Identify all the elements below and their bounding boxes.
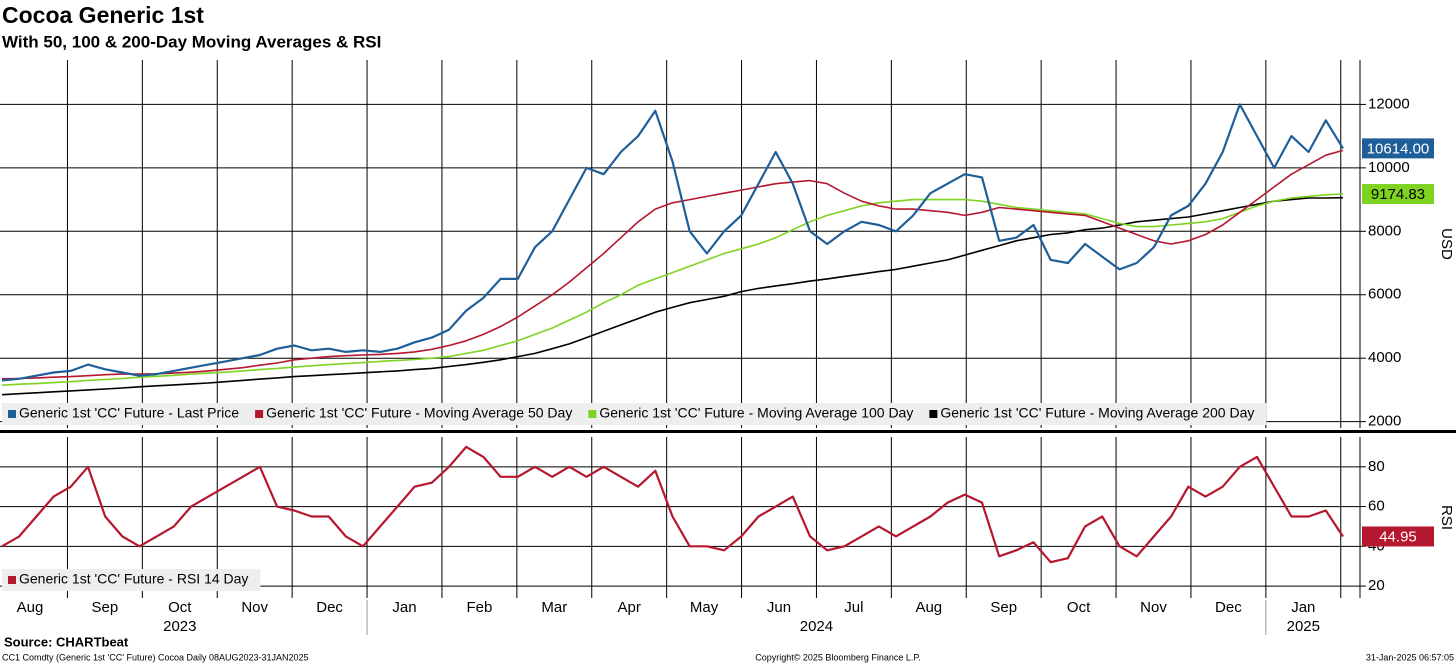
legend-label: Generic 1st 'CC' Future - Moving Average… <box>599 405 913 421</box>
y-tick-label: 10000 <box>1368 159 1410 176</box>
x-tick-label: Mar <box>541 599 567 616</box>
chart-subtitle: With 50, 100 & 200-Day Moving Averages &… <box>2 32 381 51</box>
year-label: 2025 <box>1287 618 1320 635</box>
legend-swatch <box>8 576 16 584</box>
last-value-box <box>1362 138 1434 159</box>
x-tick-label: Oct <box>168 599 192 616</box>
y-tick-label: 6000 <box>1368 286 1401 303</box>
year-label: 2023 <box>163 618 196 635</box>
legend: Generic 1st 'CC' Future - Last Price Gene… <box>2 403 1267 425</box>
x-tick-label: Jul <box>844 599 863 616</box>
year-label: 2024 <box>800 618 833 635</box>
legend-swatch <box>255 410 264 418</box>
legend-bg <box>2 403 1267 425</box>
legend-label: Generic 1st 'CC' Future - Moving Average… <box>940 405 1254 421</box>
y-tick-label: 60 <box>1368 498 1385 515</box>
last-value-box <box>1362 184 1434 205</box>
legend-label: Generic 1st 'CC' Future - Last Price <box>19 405 239 421</box>
x-tick-label: Aug <box>915 599 942 616</box>
x-tick-label: Jan <box>1291 599 1315 616</box>
x-tick-label: Nov <box>241 599 268 616</box>
last-value-label: 44.95 <box>1379 528 1417 545</box>
chart-title: Cocoa Generic 1st <box>2 2 204 28</box>
legend-label: Generic 1st 'CC' Future - RSI 14 Day <box>19 571 248 587</box>
copyright: Copyright© 2025 Bloomberg Finance L.P. <box>755 652 921 662</box>
x-tick-label: Dec <box>1215 599 1242 616</box>
x-tick-label: Jun <box>767 599 791 616</box>
y-tick-label: 8000 <box>1368 222 1401 239</box>
x-tick-label: Jan <box>392 599 416 616</box>
series-line <box>1 103 1344 382</box>
last-value-label: 10614.00 <box>1367 140 1430 157</box>
panel-separator <box>0 430 1456 433</box>
series-line <box>1 445 1344 564</box>
legend-swatch <box>588 410 597 418</box>
y-tick-label: 12000 <box>1368 95 1410 112</box>
x-tick-label: Nov <box>1140 599 1167 616</box>
y-tick-label: 4000 <box>1368 349 1401 366</box>
legend-swatch <box>8 410 16 418</box>
source: Source: CHARTbeat <box>4 634 129 649</box>
x-tick-label: Oct <box>1067 599 1091 616</box>
x-tick-label: May <box>690 599 719 616</box>
legend-label: Generic 1st 'CC' Future - Moving Average… <box>266 405 572 421</box>
y-axis-label: RSI <box>1438 505 1455 530</box>
y-tick-label: 2000 <box>1368 413 1401 430</box>
x-tick-label: Dec <box>316 599 343 616</box>
legend-bg <box>2 569 261 591</box>
series-line <box>1 149 1344 380</box>
x-tick-label: Sep <box>990 599 1017 616</box>
last-value-box <box>1362 526 1434 547</box>
series-line <box>1 193 1344 386</box>
x-tick-label: Feb <box>466 599 492 616</box>
y-tick-label: 80 <box>1368 458 1385 475</box>
legend: Generic 1st 'CC' Future - RSI 14 Day <box>2 569 261 591</box>
timestamp: 31-Jan-2025 06:57:05 <box>1366 652 1454 662</box>
legend-swatch <box>929 410 938 418</box>
last-value-label: 9174.83 <box>1371 186 1425 203</box>
y-axis-label: USD <box>1438 228 1455 260</box>
ticker-info: CC1 Comdty (Generic 1st 'CC' Future) Coc… <box>2 652 309 662</box>
x-tick-label: Apr <box>618 599 641 616</box>
x-tick-label: Sep <box>92 599 119 616</box>
series-line <box>1 196 1344 396</box>
x-tick-label: Aug <box>17 599 44 616</box>
y-tick-label: 20 <box>1368 577 1385 594</box>
